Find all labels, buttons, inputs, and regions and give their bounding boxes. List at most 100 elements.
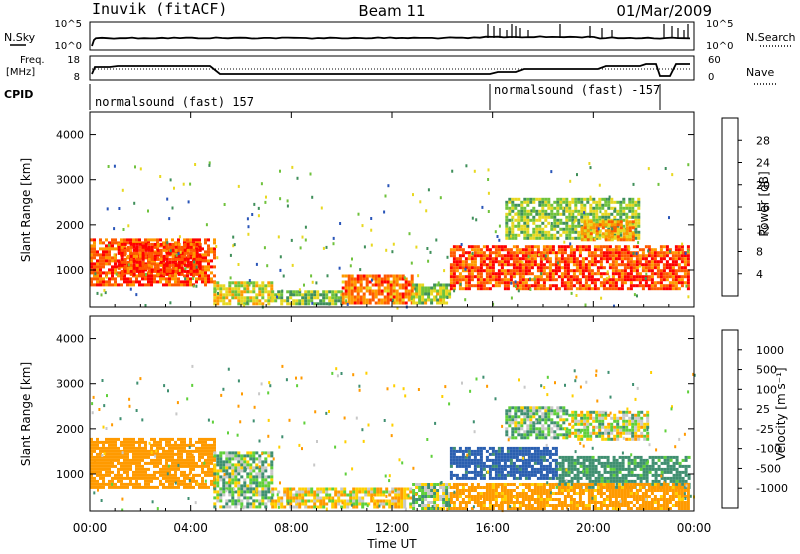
heatmap-cell — [650, 266, 654, 270]
heatmap-cell — [505, 218, 509, 222]
heatmap-cell — [144, 256, 147, 260]
heatmap-cell — [648, 470, 652, 474]
heatmap-cell — [514, 197, 518, 201]
heatmap-cell — [271, 505, 275, 509]
heatmap-cell — [532, 200, 536, 204]
heatmap-cell — [123, 455, 126, 459]
heatmap-cell — [464, 464, 468, 468]
heatmap-cell — [421, 283, 425, 287]
heatmap-cell — [261, 487, 265, 491]
heatmap-cell — [553, 221, 557, 225]
heatmap-cell — [587, 266, 591, 270]
heatmap-cell — [99, 274, 102, 278]
heatmap-cell — [364, 490, 368, 494]
freq-label: Freq. — [20, 55, 45, 66]
heatmap-cell — [624, 467, 628, 471]
heatmap-cell — [304, 490, 308, 494]
heatmap-cell — [627, 467, 631, 471]
heatmap-cell — [171, 482, 174, 486]
heatmap-cell — [117, 242, 121, 246]
heatmap-cell — [319, 299, 323, 303]
heatmap-cell — [274, 299, 278, 303]
heatmap-cell — [678, 479, 682, 483]
heatmap-cell — [292, 290, 296, 294]
heatmap-cell — [214, 289, 217, 293]
heatmap-cell — [134, 165, 136, 169]
heatmap-cell — [350, 295, 354, 299]
heatmap-cell — [126, 254, 130, 258]
heatmap-cell — [587, 245, 591, 249]
heatmap-cell — [636, 294, 638, 298]
heatmap-cell — [634, 221, 638, 225]
heatmap-cell — [394, 496, 398, 500]
heatmap-cell — [576, 476, 580, 480]
heatmap-cell — [195, 449, 198, 453]
heatmap-cell — [587, 272, 591, 276]
heatmap-cell — [509, 248, 513, 252]
heatmap-cell — [108, 437, 111, 441]
heatmap-cell — [606, 470, 610, 474]
heatmap-cell — [629, 287, 633, 291]
heatmap-cell — [171, 269, 175, 273]
heatmap-cell — [535, 209, 539, 213]
heatmap-cell — [412, 301, 416, 305]
heatmap-cell — [660, 476, 664, 480]
heatmap-cell — [295, 299, 299, 303]
heatmap-cell — [433, 298, 437, 302]
heatmap-cell — [537, 253, 540, 257]
heatmap-cell — [479, 461, 483, 465]
heatmap-cell — [584, 245, 588, 249]
heatmap-cell — [231, 472, 235, 476]
heatmap-cell — [680, 284, 684, 288]
heatmap-cell — [371, 278, 373, 282]
heatmap-cell — [635, 263, 639, 267]
heatmap-cell — [482, 260, 486, 264]
heatmap-cell — [508, 230, 512, 234]
heatmap-cell — [168, 217, 171, 221]
heatmap-cell — [479, 275, 483, 279]
heatmap-cell — [622, 212, 626, 216]
heatmap-cell — [597, 473, 601, 477]
heatmap-cell — [398, 301, 402, 305]
heatmap-cell — [249, 487, 253, 491]
heatmap-cell — [663, 461, 667, 465]
heatmap-cell — [620, 260, 624, 264]
heatmap-cell — [99, 470, 102, 474]
heatmap-cell — [563, 245, 567, 249]
heatmap-cell — [458, 266, 462, 270]
heatmap-cell — [644, 260, 648, 264]
heatmap-cell — [418, 483, 422, 486]
heatmap-cell — [592, 218, 596, 222]
heatmap-cell — [204, 473, 207, 477]
heatmap-cell — [331, 499, 335, 503]
heatmap-cell — [590, 275, 594, 279]
heatmap-cell — [521, 248, 525, 252]
heatmap-cell — [539, 287, 543, 291]
heatmap-cell — [255, 478, 259, 482]
heatmap-cell — [240, 493, 244, 497]
heatmap-cell — [595, 206, 599, 210]
heatmap-cell — [467, 284, 471, 288]
heatmap-cell — [650, 263, 654, 267]
heatmap-cell — [452, 254, 456, 258]
heatmap-cell — [141, 277, 144, 281]
heatmap-cell — [162, 283, 165, 287]
y-tick-label: 2000 — [56, 219, 84, 232]
heatmap-cell — [563, 269, 567, 273]
heatmap-cell — [424, 492, 428, 495]
heatmap-cell — [353, 301, 357, 305]
heatmap-cell — [636, 455, 640, 459]
heatmap-cell — [554, 272, 558, 276]
heatmap-cell — [539, 254, 543, 258]
heatmap-cell — [243, 487, 247, 491]
heatmap-cell — [583, 226, 587, 230]
heatmap-cell — [539, 257, 543, 261]
heatmap-cell — [117, 437, 120, 441]
heatmap-cell — [415, 286, 419, 290]
heatmap-cell — [111, 256, 114, 260]
heatmap-cell — [201, 449, 204, 453]
heatmap-cell — [138, 443, 141, 447]
heatmap-cell — [599, 260, 603, 264]
heatmap-cell — [515, 470, 519, 474]
